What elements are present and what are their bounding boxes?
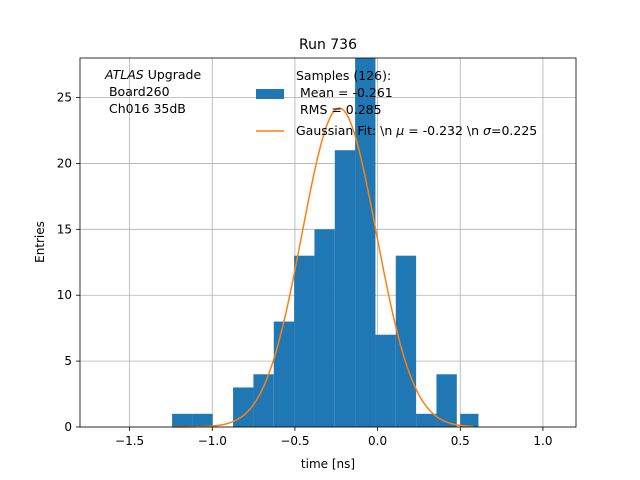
annotation-line-3: Ch016 35dB — [105, 101, 186, 116]
histogram-bar-12 — [416, 413, 437, 427]
fit-mid: = -0.232 \n — [404, 123, 483, 138]
histogram-bar-9 — [355, 58, 376, 427]
x-tick-label-4: 0.5 — [451, 434, 470, 448]
histogram-bar-5 — [273, 321, 295, 427]
histogram-bar-11 — [395, 255, 417, 427]
y-tick-label-3: 15 — [57, 222, 72, 236]
chart-title: Run 736 — [299, 37, 357, 53]
histogram-bar-3 — [233, 387, 254, 427]
x-tick-label-1: −1.0 — [198, 434, 227, 448]
y-tick-label-1: 5 — [64, 354, 72, 368]
x-tick-label-2: −0.5 — [280, 434, 309, 448]
histogram-bars — [172, 58, 479, 427]
legend-histogram-line-3: RMS = 0.285 — [296, 102, 382, 117]
y-tick-label-2: 10 — [57, 288, 72, 302]
y-tick-label-5: 25 — [57, 91, 72, 105]
legend-histogram-swatch — [256, 89, 284, 99]
annotation-line-1: ATLAS Upgrade — [104, 67, 201, 82]
x-tick-label-0: −1.5 — [115, 434, 144, 448]
fit-prefix: Gaussian Fit: \n — [296, 123, 396, 138]
legend: Samples (126): Mean = -0.261 RMS = 0.285… — [256, 68, 537, 138]
fit-mu-symbol: μ — [395, 123, 404, 138]
x-tick-label-3: 0.0 — [368, 434, 387, 448]
histogram-bar-0 — [172, 413, 193, 427]
histogram-bar-7 — [314, 229, 335, 427]
histogram-bar-8 — [334, 150, 356, 427]
y-tick-label-0: 0 — [64, 420, 72, 434]
plot-frame — [79, 57, 577, 428]
x-tick-label-5: 1.0 — [533, 434, 552, 448]
gaussian-fit-curve — [172, 107, 474, 428]
histogram-extra-bar-0 — [460, 413, 479, 427]
axis-ticks: −1.5 −1.0 −0.5 0.0 0.5 1.0 0 5 10 15 20 25 — [57, 91, 553, 448]
y-tick-label-4: 20 — [57, 156, 72, 170]
fit-sigma-symbol: σ — [483, 123, 492, 138]
atlas-annotation: ATLAS Upgrade Board260 Ch016 35dB — [104, 67, 201, 116]
x-axis-label: time [ns] — [301, 457, 355, 471]
histogram-bar-6 — [294, 255, 315, 427]
legend-histogram-line-2: Mean = -0.261 — [296, 85, 393, 100]
annotation-line-2: Board260 — [105, 84, 170, 99]
legend-histogram-line-1: Samples (126): — [296, 68, 391, 83]
upgrade-label: Upgrade — [144, 67, 202, 82]
y-axis-label: Entries — [33, 221, 47, 263]
histogram-bar-4 — [253, 374, 274, 427]
atlas-label: ATLAS — [104, 67, 144, 82]
histogram-bar-1 — [192, 413, 213, 427]
fit-suffix: =0.225 — [491, 123, 537, 138]
legend-fit-label: Gaussian Fit: \n μ = -0.232 \n σ=0.225 — [296, 123, 537, 138]
histogram-bar-13 — [436, 374, 457, 427]
histogram-bar-10 — [375, 334, 396, 427]
